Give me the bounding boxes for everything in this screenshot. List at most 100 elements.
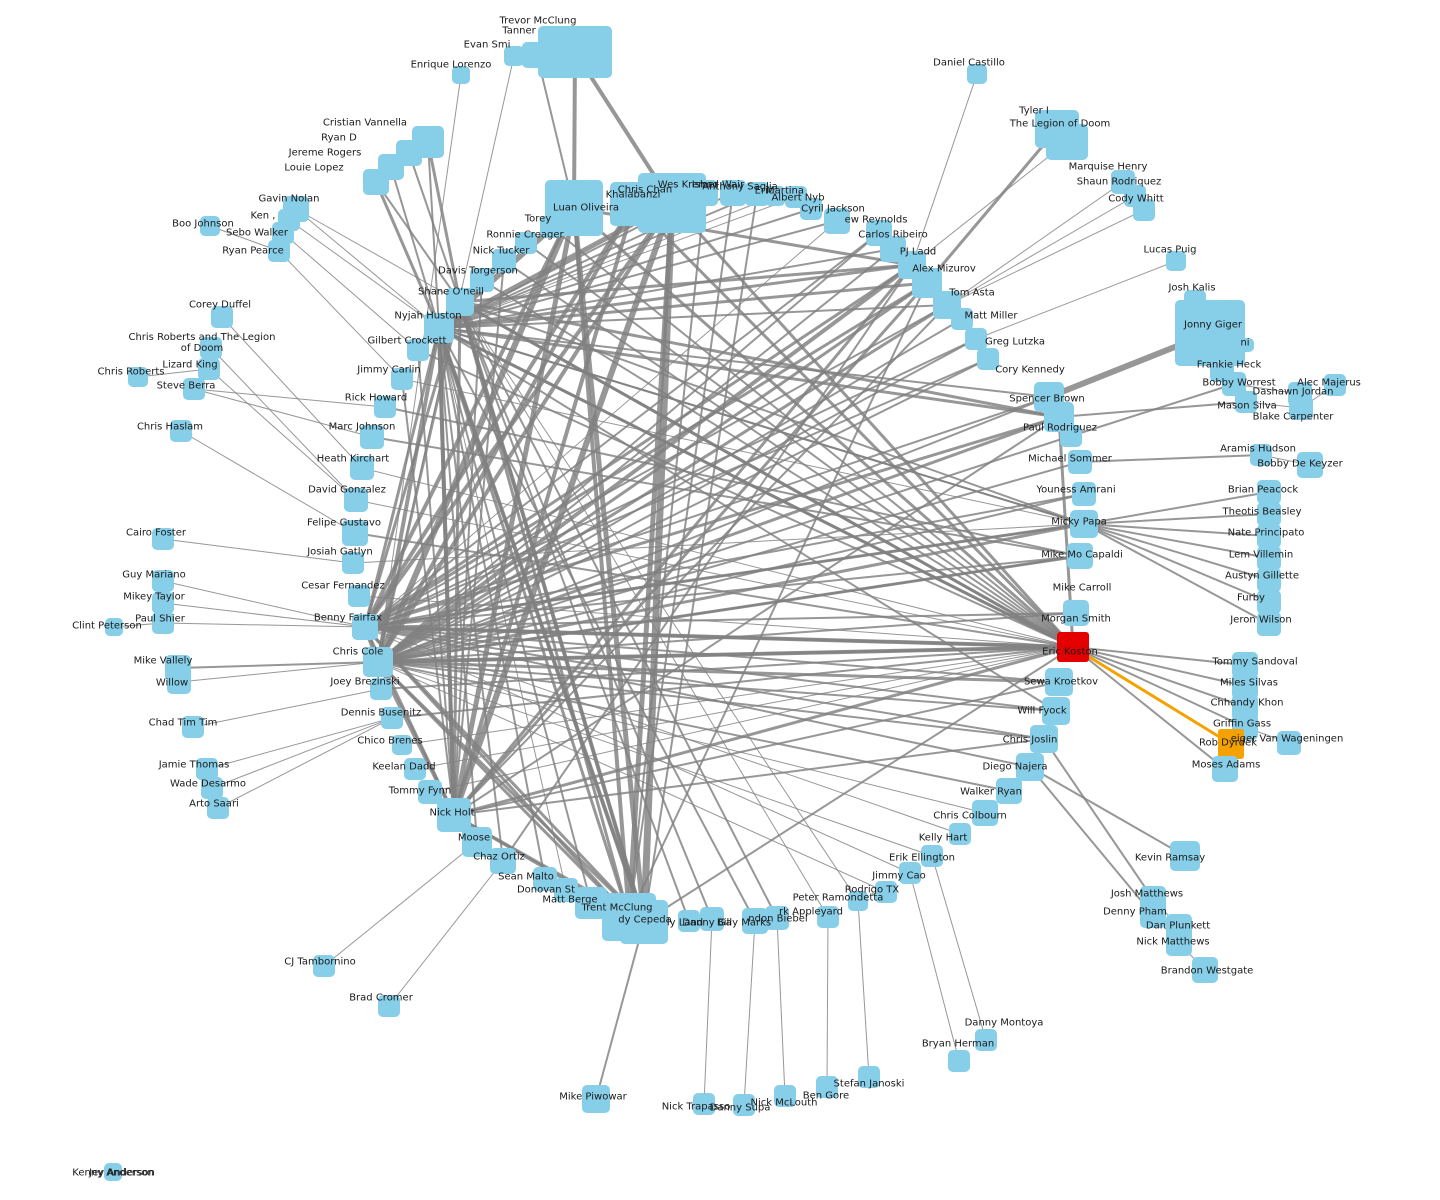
graph-node[interactable] <box>733 1094 755 1116</box>
graph-node[interactable] <box>858 1066 880 1088</box>
graph-node[interactable] <box>816 1076 838 1098</box>
graph-node[interactable] <box>1070 510 1098 538</box>
graph-node[interactable] <box>522 42 552 68</box>
graph-node[interactable] <box>972 800 998 826</box>
graph-node[interactable] <box>848 891 868 911</box>
graph-node[interactable] <box>344 488 368 512</box>
graph-node[interactable] <box>765 186 785 206</box>
graph-node[interactable] <box>949 823 971 845</box>
graph-node[interactable] <box>1235 391 1257 413</box>
graph-node[interactable] <box>1133 199 1155 221</box>
graph-node[interactable] <box>1277 731 1301 755</box>
graph-node[interactable] <box>610 182 658 226</box>
graph-node[interactable] <box>1240 338 1254 352</box>
graph-node[interactable] <box>1067 543 1093 569</box>
graph-node[interactable] <box>1140 902 1166 928</box>
graph-node[interactable] <box>1297 452 1323 478</box>
graph-node[interactable] <box>152 528 174 550</box>
graph-node[interactable] <box>1016 753 1044 781</box>
graph-node[interactable] <box>437 798 471 832</box>
graph-node[interactable] <box>678 910 700 932</box>
graph-node[interactable] <box>342 552 364 574</box>
graph-node[interactable] <box>198 358 220 380</box>
graph-node[interactable] <box>975 1029 997 1051</box>
graph-node[interactable] <box>948 1050 970 1072</box>
graph-node[interactable] <box>407 339 429 361</box>
graph-node[interactable] <box>1257 612 1281 636</box>
graph-node[interactable] <box>1166 251 1186 271</box>
graph-node[interactable] <box>692 180 718 206</box>
graph-node[interactable] <box>921 845 943 867</box>
graph-node[interactable] <box>152 570 174 592</box>
graph-node[interactable] <box>183 378 205 400</box>
graph-node[interactable] <box>350 456 374 480</box>
graph-node[interactable] <box>342 520 368 546</box>
graph-node[interactable] <box>392 735 412 755</box>
graph-node[interactable] <box>582 1085 610 1113</box>
graph-node[interactable] <box>824 208 850 234</box>
graph-node[interactable] <box>1068 450 1092 474</box>
graph-node[interactable] <box>996 778 1022 804</box>
graph-node[interactable] <box>360 425 384 449</box>
graph-node[interactable] <box>1030 725 1058 753</box>
graph-node[interactable] <box>1192 957 1218 983</box>
graph-node[interactable] <box>492 249 516 273</box>
graph-node[interactable] <box>1289 396 1313 420</box>
graph-node[interactable] <box>1057 632 1089 662</box>
graph-node[interactable] <box>1218 729 1244 759</box>
graph-node[interactable] <box>363 169 389 195</box>
graph-node[interactable] <box>462 827 492 857</box>
graph-node[interactable] <box>313 955 335 977</box>
graph-node[interactable] <box>800 198 822 220</box>
graph-node[interactable] <box>201 777 223 799</box>
graph-node[interactable] <box>1060 425 1082 447</box>
graph-node[interactable] <box>1063 600 1089 626</box>
graph-node[interactable] <box>899 862 921 884</box>
graph-node[interactable] <box>1324 374 1346 396</box>
graph-node[interactable] <box>404 758 426 780</box>
graph-node[interactable] <box>774 1085 796 1107</box>
graph-node[interactable] <box>1257 568 1281 592</box>
graph-node[interactable] <box>1250 444 1272 466</box>
graph-node[interactable] <box>1170 841 1200 871</box>
graph-node[interactable] <box>965 328 987 350</box>
graph-node[interactable] <box>128 367 148 387</box>
graph-node[interactable] <box>207 797 229 819</box>
graph-node[interactable] <box>418 780 442 804</box>
graph-node[interactable] <box>720 180 746 206</box>
graph-node[interactable] <box>575 887 607 919</box>
graph-node[interactable] <box>446 288 474 316</box>
graph-node[interactable] <box>1166 930 1192 956</box>
graph-node[interactable] <box>363 647 393 677</box>
graph-node[interactable] <box>700 907 724 931</box>
graph-node[interactable] <box>1257 590 1281 614</box>
graph-node[interactable] <box>452 66 470 84</box>
graph-node[interactable] <box>1257 546 1281 570</box>
graph-node[interactable] <box>1257 502 1281 526</box>
graph-node[interactable] <box>374 396 396 418</box>
graph-node[interactable] <box>875 881 897 903</box>
graph-node[interactable] <box>977 348 999 370</box>
graph-node[interactable] <box>817 906 839 928</box>
graph-node[interactable] <box>211 306 233 328</box>
graph-node[interactable] <box>1045 668 1073 696</box>
graph-node[interactable] <box>381 707 403 729</box>
graph-node[interactable] <box>554 878 578 902</box>
graph-node[interactable] <box>105 618 123 636</box>
graph-node[interactable] <box>470 268 494 292</box>
graph-node[interactable] <box>200 216 220 236</box>
graph-node[interactable] <box>182 716 204 738</box>
graph-node[interactable] <box>1042 697 1070 725</box>
graph-node[interactable] <box>765 906 789 930</box>
graph-node[interactable] <box>152 612 174 634</box>
graph-node[interactable] <box>490 848 516 874</box>
graph-node[interactable] <box>533 867 557 891</box>
graph-node[interactable] <box>1257 524 1281 548</box>
graph-node[interactable] <box>620 900 668 944</box>
graph-node[interactable] <box>200 337 222 359</box>
graph-node[interactable] <box>742 908 768 934</box>
graph-node[interactable] <box>391 368 413 390</box>
graph-node[interactable] <box>424 313 454 343</box>
graph-node[interactable] <box>967 64 987 84</box>
graph-node[interactable] <box>370 678 392 700</box>
